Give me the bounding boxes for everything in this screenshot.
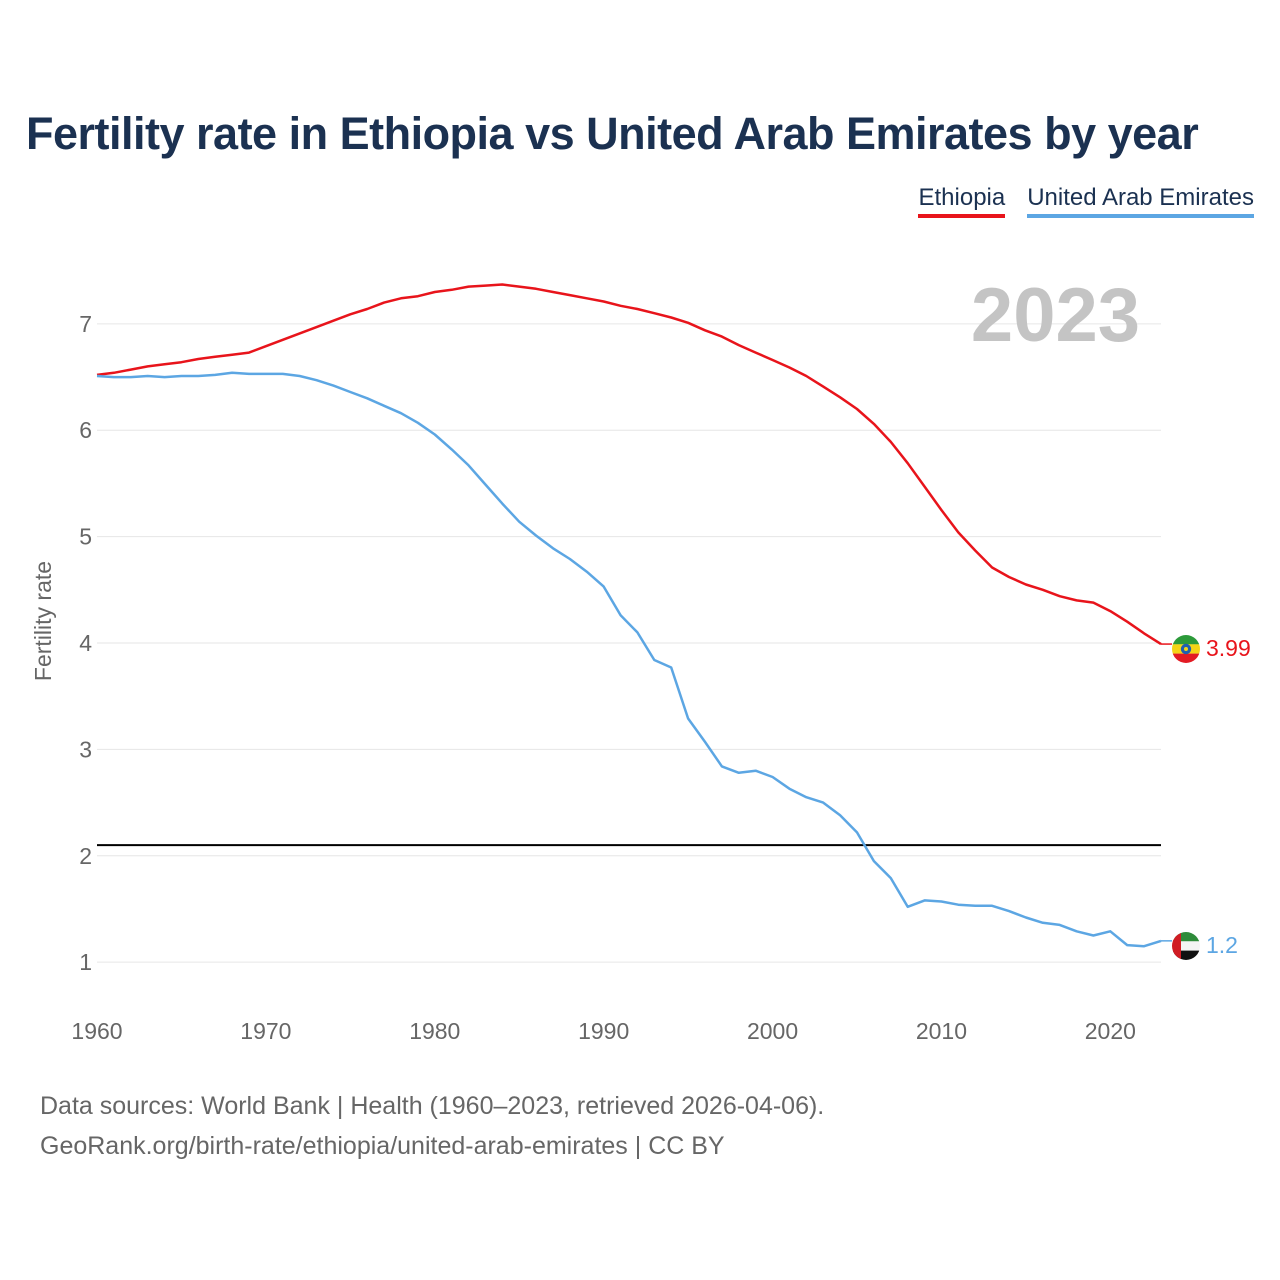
y-tick-label: 1 (79, 949, 92, 975)
y-tick-label: 5 (79, 524, 92, 550)
year-watermark: 2023 (971, 273, 1140, 358)
legend-item-united-arab-emirates[interactable]: United Arab Emirates (1027, 184, 1254, 218)
gridlines (97, 323, 1161, 963)
ethiopia-flag-icon (1172, 635, 1200, 663)
legend: Ethiopia United Arab Emirates (918, 184, 1254, 218)
x-tick-label: 2010 (916, 1018, 967, 1044)
series-line-ethiopia[interactable] (96, 283, 1162, 646)
y-axis-ticks: 1 2 3 4 5 6 7 (79, 311, 92, 975)
y-tick-label: 6 (79, 417, 92, 443)
x-tick-label: 1990 (578, 1018, 629, 1044)
footer: Data sources: World Bank | Health (1960–… (40, 1086, 824, 1166)
source-link[interactable]: GeoRank.org/birth-rate/ethiopia/united-a… (40, 1132, 725, 1160)
chart-title: Fertility rate in Ethiopia vs United Ara… (26, 108, 1199, 159)
x-tick-label: 1960 (71, 1018, 122, 1044)
data-sources-text: Data sources: World Bank | Health (1960–… (40, 1092, 825, 1120)
y-tick-label: 3 (79, 736, 92, 762)
y-axis-label: Fertility rate (30, 561, 56, 681)
series-line-united-arab-emirates[interactable] (96, 371, 1162, 948)
y-tick-label: 4 (79, 630, 92, 656)
x-tick-label: 2020 (1085, 1018, 1136, 1044)
y-tick-label: 2 (79, 843, 92, 869)
x-tick-label: 2000 (747, 1018, 798, 1044)
united-arab-emirates-end-value: 1.2 (1206, 932, 1238, 958)
legend-item-ethiopia[interactable]: Ethiopia (918, 184, 1006, 218)
y-tick-label: 7 (79, 311, 92, 337)
x-tick-label: 1980 (409, 1018, 460, 1044)
uae-flag-icon (1172, 932, 1200, 960)
x-tick-label: 1970 (240, 1018, 291, 1044)
x-axis-ticks: 1960 1970 1980 1990 2000 2010 2020 (71, 1018, 1136, 1044)
ethiopia-end-value: 3.99 (1206, 635, 1251, 661)
series-lines (96, 283, 1172, 948)
